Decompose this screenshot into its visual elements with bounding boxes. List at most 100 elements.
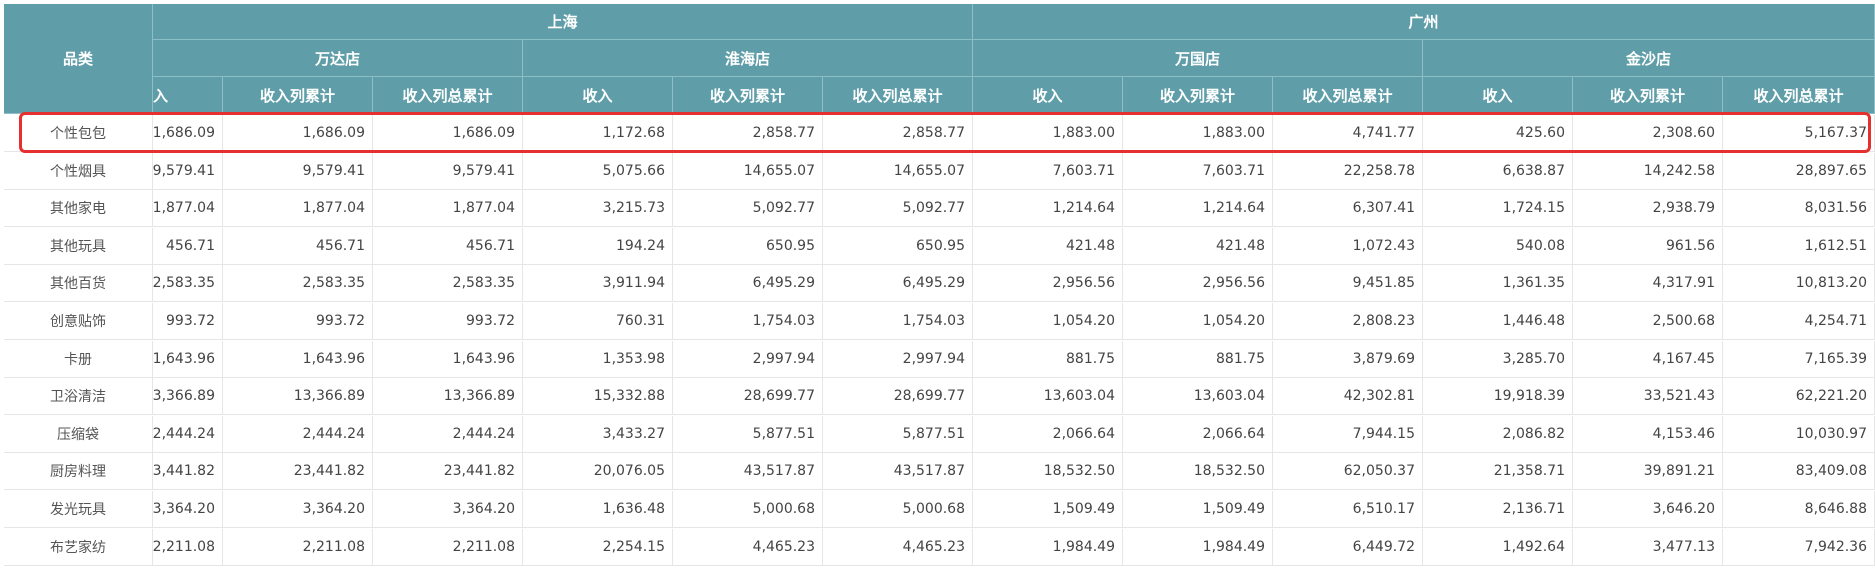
value-cell[interactable]: 2,136.71	[1423, 491, 1573, 528]
value-cell[interactable]: 10,813.20	[1723, 265, 1875, 303]
region-header-guangzhou[interactable]: 广州	[973, 4, 1875, 40]
table-row[interactable]: 卫浴清洁 3,366.89 13,366.89 13,366.89 15,332.88 2…	[0, 378, 1875, 416]
value-cell[interactable]: 993.72	[223, 303, 373, 340]
value-cell[interactable]: 4,254.71	[1723, 303, 1875, 340]
value-cell[interactable]: 15,332.88	[523, 378, 673, 416]
category-cell[interactable]: 卫浴清洁	[4, 378, 153, 416]
value-cell[interactable]: 13,603.04	[1123, 378, 1273, 416]
category-cell[interactable]: 其他家电	[4, 190, 153, 228]
metric-header-total[interactable]: 收入列总累计	[373, 77, 523, 114]
value-cell[interactable]: 1,509.49	[1123, 491, 1273, 528]
value-cell[interactable]: 13,603.04	[973, 378, 1123, 416]
value-cell[interactable]: 456.71	[373, 227, 523, 265]
value-cell[interactable]: 993.72	[153, 303, 223, 340]
region-header-shanghai[interactable]: 上海	[153, 4, 973, 40]
value-cell[interactable]: 62,050.37	[1273, 453, 1423, 491]
value-cell[interactable]: 83,409.08	[1723, 453, 1875, 491]
value-cell[interactable]: 19,918.39	[1423, 378, 1573, 416]
table-row[interactable]: 个性烟具 9,579.41 9,579.41 9,579.41 5,075.66 14,6…	[0, 152, 1875, 190]
table-row[interactable]: 其他百货 2,583.35 2,583.35 2,583.35 3,911.94 6,49…	[0, 265, 1875, 303]
table-row[interactable]: 其他家电 1,877.04 1,877.04 1,877.04 3,215.73 5,09…	[0, 190, 1875, 228]
value-cell[interactable]: 7,165.39	[1723, 340, 1875, 378]
store-header-huaihai[interactable]: 淮海店	[523, 40, 973, 77]
metric-header-total[interactable]: 收入列总累计	[1723, 77, 1875, 114]
metric-header-total[interactable]: 收入列总累计	[823, 77, 973, 114]
table-row[interactable]: 卡册 1,643.96 1,643.96 1,643.96 1,353.98 2,997.…	[0, 340, 1875, 378]
value-cell[interactable]: 4,741.77	[1273, 115, 1423, 152]
value-cell[interactable]: 2,858.77	[823, 115, 973, 152]
value-cell[interactable]: 5,000.68	[823, 491, 973, 528]
value-cell[interactable]: 62,221.20	[1723, 378, 1875, 416]
metric-header-income[interactable]: 收入	[1423, 77, 1573, 114]
value-cell[interactable]: 4,167.45	[1573, 340, 1723, 378]
value-cell[interactable]: 650.95	[673, 227, 823, 265]
value-cell[interactable]: 961.56	[1573, 227, 1723, 265]
value-cell[interactable]: 6,510.17	[1273, 491, 1423, 528]
value-cell[interactable]: 3,911.94	[523, 265, 673, 303]
value-cell[interactable]: 13,366.89	[223, 378, 373, 416]
value-cell[interactable]: 456.71	[223, 227, 373, 265]
value-cell[interactable]: 2,956.56	[1123, 265, 1273, 303]
value-cell[interactable]: 2,500.68	[1573, 303, 1723, 340]
value-cell[interactable]: 2,938.79	[1573, 190, 1723, 228]
value-cell[interactable]: 6,307.41	[1273, 190, 1423, 228]
value-cell[interactable]: 421.48	[1123, 227, 1273, 265]
value-cell[interactable]: 1,636.48	[523, 491, 673, 528]
value-cell[interactable]: 1,509.49	[973, 491, 1123, 528]
value-cell[interactable]: 2,583.35	[373, 265, 523, 303]
value-cell[interactable]: 650.95	[823, 227, 973, 265]
value-cell[interactable]: 6,495.29	[823, 265, 973, 303]
value-cell[interactable]: 3,364.20	[223, 491, 373, 528]
value-cell[interactable]: 22,258.78	[1273, 152, 1423, 190]
value-cell[interactable]: 2,858.77	[673, 115, 823, 152]
value-cell[interactable]: 4,153.46	[1573, 415, 1723, 453]
value-cell[interactable]: 993.72	[373, 303, 523, 340]
value-cell[interactable]: 7,603.71	[973, 152, 1123, 190]
value-cell[interactable]: 18,532.50	[973, 453, 1123, 491]
value-cell[interactable]: 1,612.51	[1723, 227, 1875, 265]
category-cell[interactable]: 发光玩具	[4, 491, 153, 528]
value-cell[interactable]: 6,449.72	[1273, 528, 1423, 566]
value-cell[interactable]: 14,655.07	[823, 152, 973, 190]
value-cell[interactable]: 2,997.94	[673, 340, 823, 378]
value-cell[interactable]: 9,451.85	[1273, 265, 1423, 303]
value-cell[interactable]: 14,242.58	[1573, 152, 1723, 190]
value-cell[interactable]: 456.71	[153, 227, 223, 265]
metric-header-cum[interactable]: 收入列累计	[1123, 77, 1273, 114]
table-row[interactable]: 发光玩具 3,364.20 3,364.20 3,364.20 1,636.48 5,00…	[0, 491, 1875, 528]
value-cell[interactable]: 2,254.15	[523, 528, 673, 566]
value-cell[interactable]: 3,366.89	[153, 378, 223, 416]
metric-header-total[interactable]: 收入列总累计	[1273, 77, 1423, 114]
value-cell[interactable]: 18,532.50	[1123, 453, 1273, 491]
category-cell[interactable]: 其他百货	[4, 265, 153, 303]
value-cell[interactable]: 2,583.35	[153, 265, 223, 303]
category-cell[interactable]: 厨房料理	[4, 453, 153, 491]
value-cell[interactable]: 1,686.09	[153, 115, 223, 152]
value-cell[interactable]: 881.75	[1123, 340, 1273, 378]
value-cell[interactable]: 39,891.21	[1573, 453, 1723, 491]
value-cell[interactable]: 5,000.68	[673, 491, 823, 528]
value-cell[interactable]: 14,655.07	[673, 152, 823, 190]
table-row[interactable]: 创意贴饰 993.72 993.72 993.72 760.31 1,754.03 1,75…	[0, 303, 1875, 340]
value-cell[interactable]: 6,495.29	[673, 265, 823, 303]
value-cell[interactable]: 2,444.24	[373, 415, 523, 453]
value-cell[interactable]: 1,984.49	[973, 528, 1123, 566]
value-cell[interactable]: 3,646.20	[1573, 491, 1723, 528]
value-cell[interactable]: 881.75	[973, 340, 1123, 378]
value-cell[interactable]: 23,441.82	[373, 453, 523, 491]
value-cell[interactable]: 1,054.20	[973, 303, 1123, 340]
category-cell[interactable]: 卡册	[4, 340, 153, 378]
value-cell[interactable]: 2,086.82	[1423, 415, 1573, 453]
value-cell[interactable]: 194.24	[523, 227, 673, 265]
value-cell[interactable]: 1,361.35	[1423, 265, 1573, 303]
category-cell[interactable]: 个性烟具	[4, 152, 153, 190]
value-cell[interactable]: 5,167.37	[1723, 115, 1875, 152]
value-cell[interactable]: 21,358.71	[1423, 453, 1573, 491]
table-row[interactable]: 布艺家纺 2,211.08 2,211.08 2,211.08 2,254.15 4,46…	[0, 528, 1875, 566]
value-cell[interactable]: 9,579.41	[153, 152, 223, 190]
value-cell[interactable]: 28,699.77	[823, 378, 973, 416]
value-cell[interactable]: 3,364.20	[153, 491, 223, 528]
store-header-wanda[interactable]: 万达店	[153, 40, 523, 77]
value-cell[interactable]: 1,984.49	[1123, 528, 1273, 566]
value-cell[interactable]: 5,092.77	[823, 190, 973, 228]
